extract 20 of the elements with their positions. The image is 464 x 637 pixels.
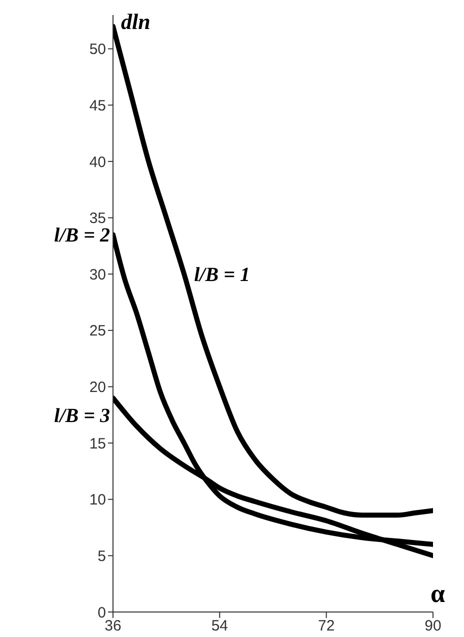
y-tick-label: 40 bbox=[89, 154, 106, 171]
y-tick-label: 25 bbox=[89, 322, 106, 340]
series-label: l/B = 1 bbox=[194, 264, 250, 286]
y-tick-label: 35 bbox=[89, 210, 106, 228]
y-tick-label: 10 bbox=[89, 492, 106, 509]
x-tick-label: 72 bbox=[318, 618, 335, 635]
y-tick-label: 20 bbox=[89, 379, 106, 396]
series-label: l/B = 3 bbox=[54, 404, 110, 427]
y-tick-label: 30 bbox=[89, 266, 106, 284]
y-tick-label: 0 bbox=[98, 604, 106, 622]
series-label: l/B = 2 bbox=[54, 224, 110, 247]
y-axis-title: dln bbox=[121, 9, 150, 34]
x-tick-label: 90 bbox=[424, 618, 442, 635]
x-tick-label: 54 bbox=[211, 618, 228, 635]
y-tick-label: 5 bbox=[98, 548, 106, 566]
x-tick-label: 36 bbox=[104, 618, 122, 635]
y-tick-label: 50 bbox=[89, 41, 106, 58]
y-tick-label: 45 bbox=[89, 97, 106, 114]
y-tick-label: 15 bbox=[89, 435, 106, 452]
x-axis-title: α bbox=[430, 579, 446, 608]
